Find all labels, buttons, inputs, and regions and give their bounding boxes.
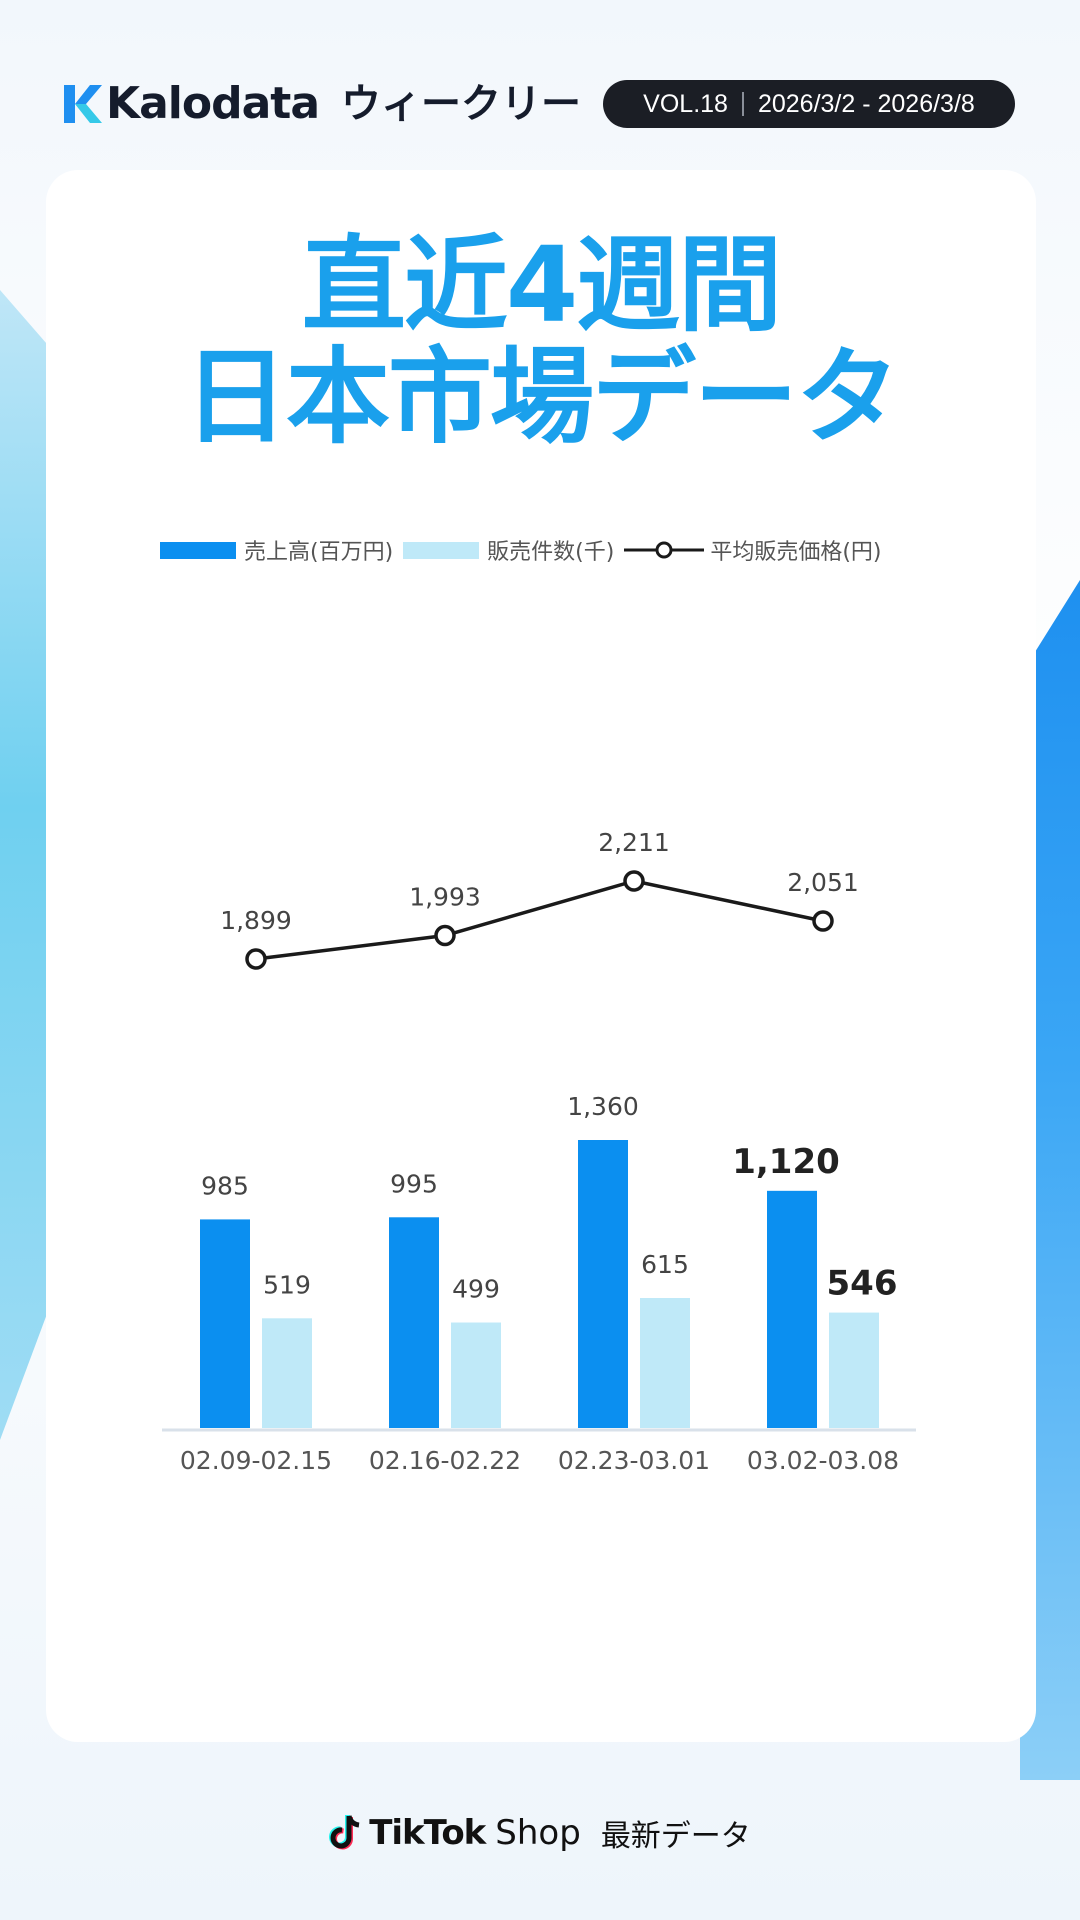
tiktok-shop-label: Shop <box>495 1813 581 1853</box>
bar-sales-1 <box>200 1219 250 1428</box>
price-point-3 <box>623 870 645 892</box>
price-point-4 <box>812 910 834 932</box>
data-label-price-3: 2,211 <box>598 828 670 857</box>
data-label-sales-1: 985 <box>201 1171 249 1200</box>
price-line <box>255 879 824 961</box>
kalodata-k-icon <box>64 85 102 123</box>
brand-name: Kalodata <box>106 78 320 129</box>
badge-divider <box>741 92 744 116</box>
x-tick-label-2: 02.16-02.22 <box>369 1446 521 1475</box>
tiktok-brand: TikTok <box>369 1813 486 1853</box>
data-label-sales-3: 1,360 <box>567 1092 639 1121</box>
chart-legend: 売上高(百万円) 販売件数(千) 平均販売価格(円) <box>160 530 892 570</box>
issue-badge: VOL.18 2026/3/2 - 2026/3/8 <box>603 80 1015 128</box>
x-tick-label-1: 02.09-02.15 <box>180 1446 332 1475</box>
content-card <box>46 170 1036 1742</box>
bar-sales-4 <box>767 1190 817 1428</box>
legend-swatch-price-line <box>624 541 705 559</box>
price-point-1 <box>245 948 267 970</box>
x-tick-label-4: 03.02-03.08 <box>747 1446 899 1475</box>
data-label-orders-1: 519 <box>263 1270 311 1299</box>
legend-label-sales: 売上高(百万円) <box>244 540 394 565</box>
data-label-orders-3: 615 <box>641 1250 689 1279</box>
date-range: 2026/3/2 - 2026/3/8 <box>757 89 975 118</box>
legend-label-orders: 販売件数(千) <box>487 540 615 565</box>
bar-orders-4 <box>829 1312 879 1428</box>
bar-sales-2 <box>389 1217 439 1428</box>
header: Kalodata ウィークリー VOL.18 2026/3/2 - 2026/3… <box>62 78 1017 130</box>
data-label-sales-4: 1,120 <box>732 1142 840 1182</box>
data-label-orders-2: 499 <box>452 1275 500 1304</box>
legend-label-price: 平均販売価格(円) <box>710 540 882 565</box>
page-title-line-1: 直近4週間 <box>301 224 782 346</box>
legend-swatch-sales <box>160 541 236 559</box>
volume-number: VOL.18 <box>643 89 728 118</box>
bar-orders-1 <box>262 1318 312 1428</box>
footer-tagline: 最新データ <box>600 1819 751 1854</box>
data-label-sales-2: 995 <box>390 1169 438 1198</box>
data-label-orders-4: 546 <box>827 1264 898 1304</box>
bar-orders-3 <box>640 1298 690 1428</box>
bar-sales-3 <box>578 1140 628 1428</box>
data-label-price-2: 1,993 <box>409 883 481 912</box>
data-label-price-1: 1,899 <box>220 906 292 935</box>
footer: TikTok Shop 最新データ <box>0 1808 1080 1858</box>
tiktok-note-icon <box>329 1815 360 1850</box>
kalodata-logo: Kalodata ウィークリー <box>62 82 581 126</box>
data-label-price-4: 2,051 <box>787 868 859 897</box>
page-title-line-2: 日本市場データ <box>183 336 900 458</box>
legend-swatch-orders <box>403 541 480 559</box>
weekly-label: ウィークリー <box>341 81 582 127</box>
bar-orders-2 <box>451 1322 501 1428</box>
x-tick-label-3: 02.23-03.01 <box>558 1446 710 1475</box>
price-point-2 <box>434 924 456 947</box>
